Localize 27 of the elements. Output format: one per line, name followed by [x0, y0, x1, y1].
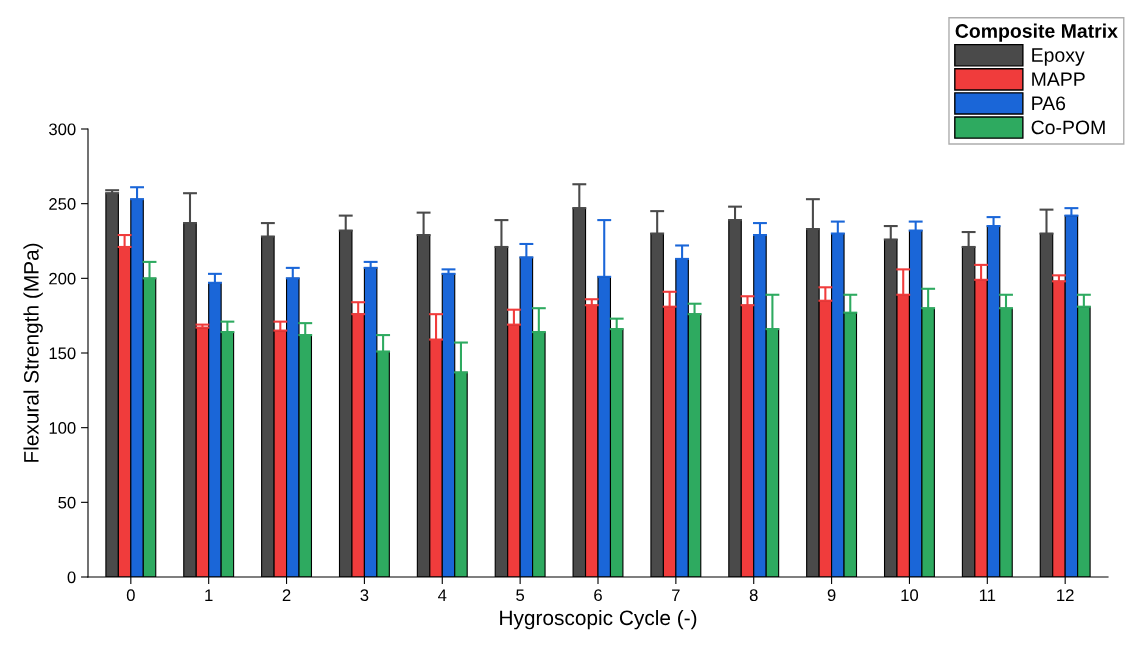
y-tick-label: 150: [49, 347, 76, 360]
x-tick-label: 10: [901, 589, 919, 602]
x-tick-label: 2: [282, 589, 291, 601]
x-tick-label: 11: [979, 589, 996, 601]
legend-label: Co-POM: [1031, 120, 1105, 135]
x-tick-label: 12: [1057, 589, 1074, 601]
x-tick-label: 5: [516, 589, 525, 602]
y-tick-label: 0: [67, 571, 76, 584]
x-tick-label: 0: [126, 589, 135, 602]
x-tick-label: 7: [672, 589, 680, 601]
x-tick-label: 8: [749, 589, 758, 602]
x-tick-label: 4: [438, 589, 447, 601]
legend-label: Epoxy: [1032, 48, 1085, 66]
y-tick-label: 250: [49, 198, 76, 210]
y-tick-label: 300: [49, 123, 76, 136]
x-tick-label: 1: [205, 589, 213, 601]
y-tick-label: 200: [49, 272, 76, 285]
y-axis-title: Flexural Strength (MPa): [23, 243, 43, 462]
y-tick-label: 50: [58, 496, 76, 509]
legend-label: MAPP: [1032, 72, 1085, 86]
x-tick-label: 3: [360, 589, 369, 602]
x-axis-title: Hygroscopic Cycle (-): [500, 609, 697, 630]
x-tick-label: 9: [827, 589, 836, 602]
x-tick-label: 6: [594, 589, 602, 602]
legend-label: PA6: [1032, 96, 1066, 111]
legend-title: Composite Matrix: [955, 23, 1118, 42]
y-tick-label: 100: [49, 422, 76, 434]
